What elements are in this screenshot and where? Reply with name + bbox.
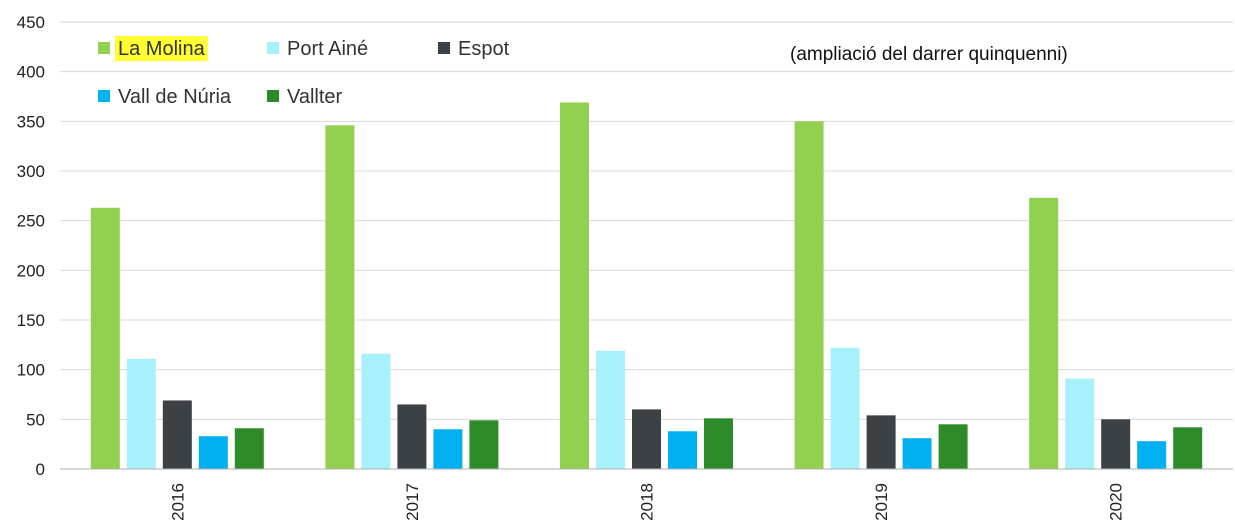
legend-swatch: [438, 42, 450, 54]
bar: [1173, 427, 1203, 469]
bar: [830, 347, 860, 469]
x-tick-label: 2020: [1107, 483, 1126, 521]
legend: La Molina Port Ainé Espot Vall de Núria Vall…: [98, 36, 510, 108]
legend-swatch: [267, 90, 279, 102]
legend-label: Vallter: [287, 86, 343, 108]
y-tick-label: 50: [26, 410, 45, 429]
x-tick-label: 2017: [403, 483, 422, 521]
legend-swatch: [267, 42, 279, 54]
legend-swatch: [98, 90, 110, 102]
y-axis-tick-labels: 0 50 100 150 200 250 300 350 400 450: [17, 13, 45, 479]
legend-label: Port Ainé: [287, 38, 368, 60]
bars: [90, 102, 1203, 470]
y-tick-label: 150: [17, 311, 45, 330]
y-tick-label: 0: [36, 460, 45, 479]
x-tick-label: 2018: [638, 483, 657, 521]
legend-label: Espot: [458, 38, 510, 60]
legend-highlight: [115, 36, 208, 61]
bar: [866, 415, 896, 469]
bar: [1137, 441, 1167, 469]
bar: [361, 353, 391, 469]
legend-label: Vall de Núria: [118, 86, 232, 108]
x-axis-tick-labels: 2016 2017 2018 2019 2020: [168, 483, 1125, 521]
bar: [1065, 378, 1095, 469]
bar: [198, 436, 228, 469]
bar: [938, 424, 968, 469]
x-tick-label: 2019: [872, 483, 891, 521]
bar: [325, 125, 355, 469]
y-tick-label: 300: [17, 162, 45, 181]
bar: [596, 350, 625, 469]
bar: [234, 428, 264, 469]
bar: [126, 358, 156, 469]
bar: [1029, 197, 1059, 469]
y-tick-label: 350: [17, 112, 45, 131]
legend-swatch: [98, 42, 110, 54]
bar: [794, 121, 824, 469]
bar: [902, 438, 932, 469]
bar: [397, 404, 427, 469]
bar: [560, 102, 589, 470]
bar: [704, 418, 733, 469]
bar: [90, 207, 120, 469]
y-tick-label: 450: [17, 13, 45, 32]
y-tick-label: 250: [17, 212, 45, 231]
bar: [632, 409, 661, 469]
y-tick-label: 100: [17, 361, 45, 380]
bar: [433, 429, 463, 469]
y-tick-label: 200: [17, 261, 45, 280]
legend-label: La Molina: [118, 38, 206, 60]
bar: [469, 420, 499, 469]
y-tick-label: 400: [17, 63, 45, 82]
chart-annotation: (ampliació del darrer quinquenni): [790, 44, 1068, 65]
x-tick-label: 2016: [168, 483, 187, 521]
bar: [162, 400, 192, 469]
gridlines: [60, 21, 1233, 420]
bar: [668, 431, 697, 469]
bar: [1101, 419, 1131, 469]
